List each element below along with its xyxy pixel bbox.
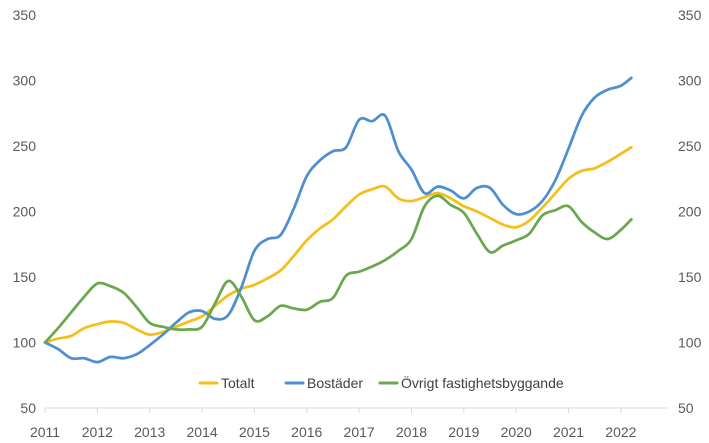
left-y-tick-label: 350 [13, 7, 37, 23]
series-lines [43, 76, 633, 364]
right-y-tick-label: 50 [678, 400, 694, 416]
legend-label: Totalt [221, 375, 255, 391]
x-tick-label: 2015 [239, 424, 270, 440]
right-y-tick-label: 150 [678, 269, 702, 285]
left-y-tick-label: 250 [13, 138, 37, 154]
x-tick-label: 2014 [186, 424, 217, 440]
x-tick-label: 2016 [291, 424, 322, 440]
x-tick-label: 2013 [134, 424, 165, 440]
x-tick-label: 2012 [82, 424, 113, 440]
series-line-1 [43, 145, 633, 344]
series-line-2 [43, 76, 633, 364]
legend-label: Bostäder [307, 375, 363, 391]
left-y-tick-label: 100 [13, 335, 37, 351]
left-y-tick-label: 50 [20, 400, 36, 416]
legend-label: Övrigt fastighetsbyggande [401, 374, 564, 391]
x-axis: 2011 2012 2013 2014 2015 2016 2017 2018 2019 2020… [30, 408, 637, 440]
right-y-tick-label: 100 [678, 335, 702, 351]
x-tick-label: 2018 [396, 424, 427, 440]
legend: Totalt Bostäder Övrigt fastighetsbyggande [198, 374, 564, 391]
right-y-tick-label: 200 [678, 204, 702, 220]
x-tick-label: 2011 [30, 424, 60, 440]
left-y-tick-label: 150 [13, 269, 37, 285]
left-y-axis: 50 100 150 200 250 300 350 [13, 7, 37, 416]
series-line-3 [43, 194, 633, 344]
left-y-tick-label: 200 [13, 204, 37, 220]
x-tick-label: 2019 [448, 424, 479, 440]
right-y-tick-label: 350 [678, 7, 702, 23]
x-tick-label: 2020 [501, 424, 532, 440]
x-tick-label: 2021 [553, 424, 584, 440]
right-y-axis: 50 100 150 200 250 300 350 [678, 7, 702, 416]
x-tick-label: 2022 [605, 424, 636, 440]
right-y-tick-label: 300 [678, 73, 702, 89]
left-y-tick-label: 300 [13, 73, 37, 89]
right-y-tick-label: 250 [678, 138, 702, 154]
x-tick-label: 2017 [344, 424, 375, 440]
